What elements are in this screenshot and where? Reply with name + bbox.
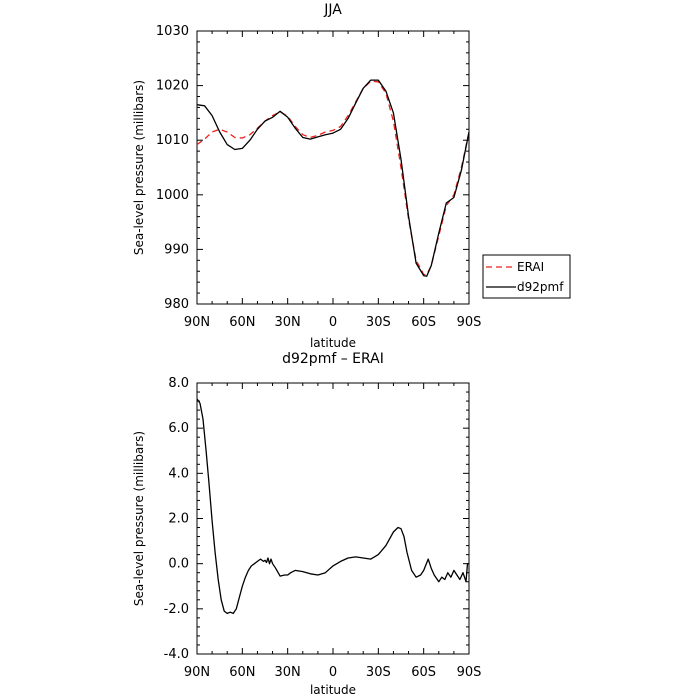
y-tick-label: 1010 bbox=[156, 133, 189, 148]
x-axis-label: latitude bbox=[310, 336, 356, 350]
y-tick-label: 2.0 bbox=[168, 512, 189, 527]
x-tick-label: 90S bbox=[457, 665, 482, 680]
legend-label-d92pmf: d92pmf bbox=[517, 280, 564, 294]
y-tick-label: 1000 bbox=[156, 188, 189, 203]
x-tick-label: 60N bbox=[229, 665, 255, 680]
y-tick-label: 1020 bbox=[156, 79, 189, 94]
y-tick-label: 990 bbox=[164, 242, 189, 257]
series-line-d92pmf bbox=[196, 79, 470, 277]
series-line-erai bbox=[196, 80, 470, 276]
chart-panel-2: -4.0 -2.0 0.0 2.0 4.0 6.0 8.0 90N 60N 30N 0 30S 60S 9… bbox=[132, 351, 481, 697]
plot-frame bbox=[196, 30, 470, 305]
x-tick-label: 60S bbox=[411, 665, 436, 680]
y-axis-label: Sea-level pressure (millibars) bbox=[132, 431, 146, 606]
x-tick-label: 30N bbox=[275, 665, 301, 680]
x-tick-label: 90S bbox=[457, 315, 482, 330]
y-axis-label: Sea-level pressure (millibars) bbox=[132, 80, 146, 255]
y-tick-label: 1030 bbox=[156, 24, 189, 39]
x-axis-label: latitude bbox=[310, 683, 356, 697]
legend-box bbox=[482, 254, 571, 299]
legend: ERAI d92pmf bbox=[482, 254, 571, 299]
y-tick-label: 4.0 bbox=[168, 466, 189, 481]
x-tick-label: 30N bbox=[275, 315, 301, 330]
x-tick-label: 60N bbox=[229, 315, 255, 330]
y-tick-label: 8.0 bbox=[168, 376, 189, 391]
chart-panel-1: 980 990 1000 1010 1020 1030 90N 60N 30N 0 30S 60S 90… bbox=[132, 2, 571, 350]
y-tick-label: 980 bbox=[164, 297, 189, 312]
chart-title: JJA bbox=[323, 2, 342, 18]
series-line-difference bbox=[196, 398, 469, 615]
x-tick-label: 30S bbox=[366, 315, 391, 330]
y-tick-label: -4.0 bbox=[164, 647, 189, 662]
x-tick-label: 0 bbox=[329, 665, 337, 680]
y-tick-label: -2.0 bbox=[164, 602, 189, 617]
y-tick-label: 6.0 bbox=[168, 421, 189, 436]
legend-label-erai: ERAI bbox=[517, 260, 544, 274]
x-tick-label: 90N bbox=[184, 315, 210, 330]
chart-title: d92pmf – ERAI bbox=[282, 351, 384, 367]
x-tick-label: 30S bbox=[366, 665, 391, 680]
x-tick-label: 60S bbox=[411, 315, 436, 330]
y-tick-label: 0.0 bbox=[168, 557, 189, 572]
x-tick-label: 90N bbox=[184, 665, 210, 680]
x-tick-label: 0 bbox=[329, 315, 337, 330]
plot-frame bbox=[196, 382, 470, 655]
